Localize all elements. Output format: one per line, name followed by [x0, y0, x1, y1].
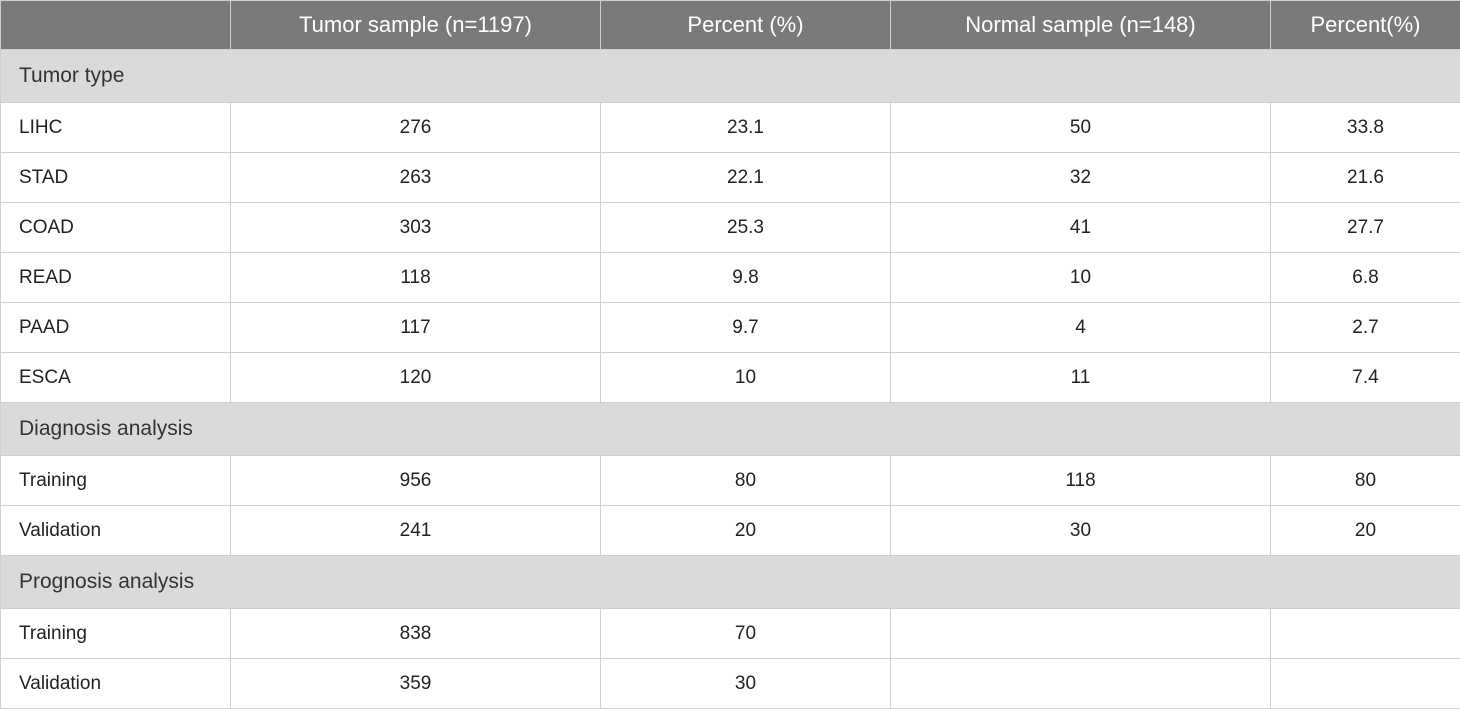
row-cell: 303: [231, 203, 601, 253]
row-cell: 838: [231, 609, 601, 659]
table-container: Tumor sample (n=1197) Percent (%) Normal…: [0, 0, 1460, 709]
row-cell: 9.8: [601, 253, 891, 303]
col-header-normal-p: Percent(%): [1271, 1, 1460, 50]
row-label: Validation: [1, 659, 231, 709]
row-cell: 30: [601, 659, 891, 709]
section-title: Prognosis analysis: [1, 556, 1460, 609]
row-cell: 25.3: [601, 203, 891, 253]
row-cell: 21.6: [1271, 153, 1460, 203]
row-cell: 41: [891, 203, 1271, 253]
col-header-normal: Normal sample (n=148): [891, 1, 1271, 50]
row-cell: 117: [231, 303, 601, 353]
row-cell: 118: [231, 253, 601, 303]
table-header-row: Tumor sample (n=1197) Percent (%) Normal…: [1, 1, 1460, 50]
table-row: PAAD1179.742.7: [1, 303, 1460, 353]
row-label: Training: [1, 456, 231, 506]
row-label: STAD: [1, 153, 231, 203]
row-cell: 20: [1271, 506, 1460, 556]
table-row: Training83870: [1, 609, 1460, 659]
row-cell: 30: [891, 506, 1271, 556]
row-cell: 118: [891, 456, 1271, 506]
row-cell: 241: [231, 506, 601, 556]
table-row: Training9568011880: [1, 456, 1460, 506]
row-cell: 80: [601, 456, 891, 506]
table-row: Validation35930: [1, 659, 1460, 709]
row-cell: 10: [601, 353, 891, 403]
col-header-tumor-p: Percent (%): [601, 1, 891, 50]
table-row: READ1189.8106.8: [1, 253, 1460, 303]
data-table: Tumor sample (n=1197) Percent (%) Normal…: [0, 0, 1460, 709]
row-cell: 80: [1271, 456, 1460, 506]
table-row: ESCA12010117.4: [1, 353, 1460, 403]
col-header-blank: [1, 1, 231, 50]
row-cell: 50: [891, 103, 1271, 153]
row-cell: [1271, 609, 1460, 659]
section-title: Tumor type: [1, 50, 1460, 103]
row-cell: 2.7: [1271, 303, 1460, 353]
row-cell: [1271, 659, 1460, 709]
section-header: Diagnosis analysis: [1, 403, 1460, 456]
row-cell: 70: [601, 609, 891, 659]
table-body: Tumor typeLIHC27623.15033.8STAD26322.132…: [1, 50, 1460, 709]
row-label: READ: [1, 253, 231, 303]
section-header: Tumor type: [1, 50, 1460, 103]
col-header-tumor: Tumor sample (n=1197): [231, 1, 601, 50]
row-label: PAAD: [1, 303, 231, 353]
row-cell: 9.7: [601, 303, 891, 353]
row-label: COAD: [1, 203, 231, 253]
row-cell: 23.1: [601, 103, 891, 153]
table-row: COAD30325.34127.7: [1, 203, 1460, 253]
row-cell: [891, 659, 1271, 709]
row-cell: 27.7: [1271, 203, 1460, 253]
table-row: STAD26322.13221.6: [1, 153, 1460, 203]
section-title: Diagnosis analysis: [1, 403, 1460, 456]
row-cell: 33.8: [1271, 103, 1460, 153]
row-cell: 276: [231, 103, 601, 153]
row-cell: 20: [601, 506, 891, 556]
row-cell: 6.8: [1271, 253, 1460, 303]
row-label: Training: [1, 609, 231, 659]
row-cell: 120: [231, 353, 601, 403]
row-cell: 22.1: [601, 153, 891, 203]
row-cell: [891, 609, 1271, 659]
row-cell: 10: [891, 253, 1271, 303]
section-header: Prognosis analysis: [1, 556, 1460, 609]
row-cell: 32: [891, 153, 1271, 203]
table-row: Validation241203020: [1, 506, 1460, 556]
table-row: LIHC27623.15033.8: [1, 103, 1460, 153]
row-label: LIHC: [1, 103, 231, 153]
row-cell: 11: [891, 353, 1271, 403]
row-cell: 263: [231, 153, 601, 203]
row-cell: 359: [231, 659, 601, 709]
row-label: Validation: [1, 506, 231, 556]
row-cell: 7.4: [1271, 353, 1460, 403]
row-cell: 4: [891, 303, 1271, 353]
row-label: ESCA: [1, 353, 231, 403]
row-cell: 956: [231, 456, 601, 506]
